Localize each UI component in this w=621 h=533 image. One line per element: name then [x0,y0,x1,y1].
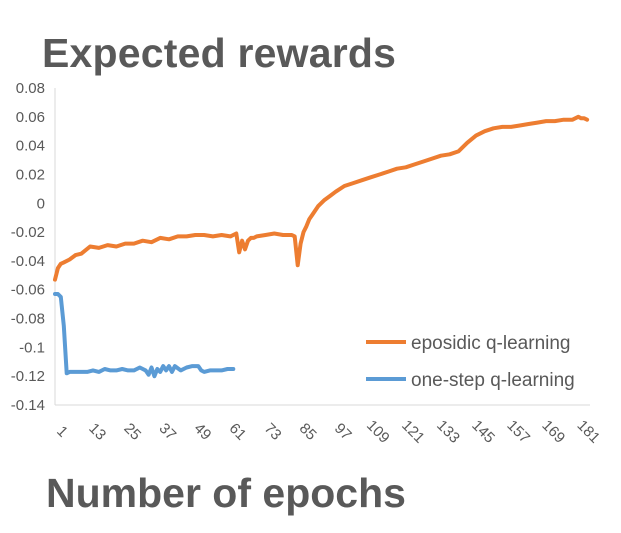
y-tick-label: -0.02 [11,224,45,241]
legend-label: eposidic q-learning [411,333,571,354]
x-tick-label: 37 [156,420,180,444]
axes [54,88,590,406]
x-tick-label: 181 [574,417,604,447]
x-tick-label: 133 [433,417,463,447]
x-tick-label: 25 [120,420,144,444]
y-tick-label: -0.14 [11,397,45,414]
data-series [53,114,590,379]
y-axis-tick-labels: 0.08 0.06 0.04 0.02 0 -0.02 -0.04 -0.06 -0.08 -0.… [11,80,45,414]
series-line-1 [53,114,590,282]
x-tick-label: 1 [53,423,71,441]
y-tick-label: -0.04 [11,253,45,270]
legend: eposidic q-learning one-step q-learning [366,333,575,391]
x-tick-label: 49 [191,420,215,444]
y-tick-label: 0.06 [16,109,45,126]
y-tick-label: 0.02 [16,166,45,183]
y-tick-label: 0 [37,195,45,212]
x-tick-label: 97 [331,420,355,444]
y-tick-label: -0.12 [11,368,45,385]
x-tick-label: 169 [538,417,568,447]
x-axis-title: Number of epochs [46,470,406,516]
y-tick-label: -0.06 [11,282,45,299]
legend-label: one-step q-learning [411,370,575,391]
y-tick-label: -0.08 [11,311,45,328]
x-tick-label: 73 [261,420,285,444]
x-tick-label: 109 [363,417,393,447]
x-tick-label: 13 [85,420,109,444]
x-tick-label: 61 [226,420,250,444]
x-tick-label: 145 [468,417,498,447]
x-axis-tick-labels: 1 13 25 37 49 61 73 85 97 109 121 133 145 157 169 181 [53,417,603,447]
y-tick-label: -0.1 [19,339,45,356]
x-tick-label: 157 [503,417,533,447]
series-line-2 [53,292,236,379]
x-tick-label: 121 [398,417,428,447]
x-tick-label: 85 [296,420,320,444]
y-tick-label: 0.08 [16,80,45,97]
chart-title: Expected rewards [42,30,397,76]
y-tick-label: 0.04 [16,138,45,155]
